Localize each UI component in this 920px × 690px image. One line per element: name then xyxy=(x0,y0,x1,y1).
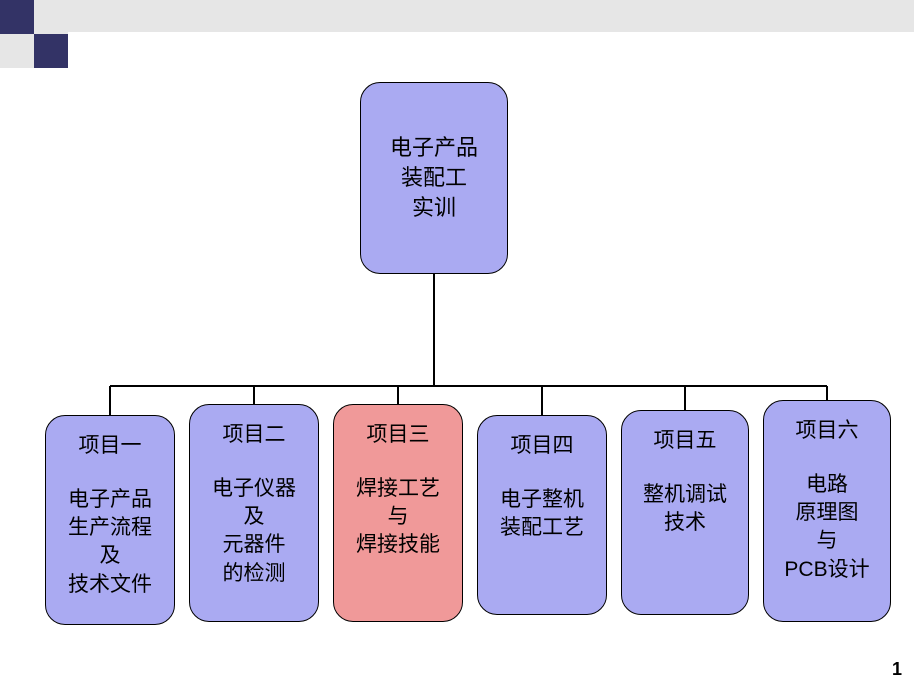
child-node-p2: 项目二电子仪器及元器件的检测 xyxy=(189,404,319,622)
child-desc-line: 与 xyxy=(388,503,409,531)
deco-square xyxy=(68,0,914,32)
child-desc-line: 生产流程 xyxy=(68,514,152,542)
child-desc-line: 电子仪器 xyxy=(212,475,296,503)
child-desc-line: 电子产品 xyxy=(68,486,152,514)
child-desc-line: 原理图 xyxy=(796,499,859,527)
deco-square xyxy=(0,0,34,34)
child-desc-line: 电路 xyxy=(806,471,848,499)
child-title: 项目三 xyxy=(367,421,430,449)
deco-square xyxy=(34,34,68,68)
child-desc-line: 与 xyxy=(817,527,838,555)
child-desc-line: 整机调试 xyxy=(643,481,727,509)
root-node: 电子产品装配工实训 xyxy=(360,82,508,274)
child-desc-line: PCB设计 xyxy=(784,556,869,584)
child-desc-line: 及 xyxy=(100,542,121,570)
child-desc-line: 及 xyxy=(244,503,265,531)
child-node-p1: 项目一电子产品生产流程及技术文件 xyxy=(45,415,175,625)
child-desc-line: 技术 xyxy=(664,509,706,537)
child-node-p6: 项目六电路原理图与PCB设计 xyxy=(763,400,891,622)
child-title: 项目五 xyxy=(654,427,717,455)
child-node-p5: 项目五整机调试技术 xyxy=(621,410,749,615)
deco-square xyxy=(34,0,68,34)
root-node-line: 装配工 xyxy=(401,163,467,193)
child-desc-line: 技术文件 xyxy=(68,571,152,599)
child-desc-line: 焊接工艺 xyxy=(356,475,440,503)
child-node-p3: 项目三焊接工艺与焊接技能 xyxy=(333,404,463,622)
child-desc-line: 焊接技能 xyxy=(356,531,440,559)
child-title: 项目四 xyxy=(511,432,574,460)
child-desc-line: 元器件 xyxy=(223,531,286,559)
page-number: 1 xyxy=(892,659,902,680)
child-node-p4: 项目四电子整机装配工艺 xyxy=(477,415,607,615)
child-desc-line: 电子整机 xyxy=(500,486,584,514)
root-node-line: 实训 xyxy=(412,193,456,223)
child-title: 项目二 xyxy=(223,421,286,449)
child-title: 项目一 xyxy=(79,432,142,460)
child-title: 项目六 xyxy=(796,417,859,445)
child-desc-line: 的检测 xyxy=(223,560,286,588)
root-node-line: 电子产品 xyxy=(390,133,478,163)
child-desc-line: 装配工艺 xyxy=(500,514,584,542)
deco-square xyxy=(0,34,34,68)
